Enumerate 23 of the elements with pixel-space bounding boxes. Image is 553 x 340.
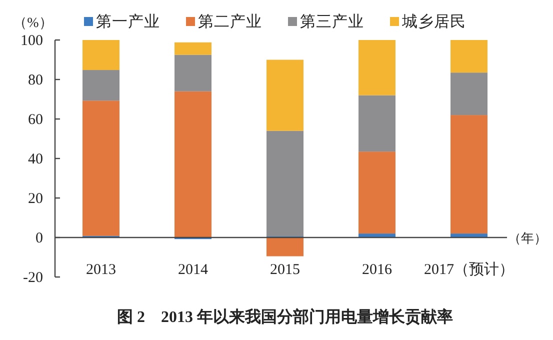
y-tick-label: 0 <box>36 230 43 246</box>
legend-label: 第二产业 <box>198 12 262 30</box>
legend-item: 第三产业 <box>288 14 364 30</box>
x-tick-label: 2015 <box>270 262 300 278</box>
y-tick-label: 100 <box>20 33 43 49</box>
legend-item: 城乡居民 <box>390 14 466 30</box>
legend-item: 第一产业 <box>84 14 160 30</box>
y-tick-label: -20 <box>23 270 43 286</box>
y-tick-label: 20 <box>28 191 43 207</box>
legend-label: 城乡居民 <box>401 12 466 30</box>
x-tick-label: 2014 <box>178 262 208 278</box>
legend-item: 第二产业 <box>186 14 262 30</box>
x-axis-title: （年） <box>508 230 547 246</box>
y-tick-label: 40 <box>28 152 43 168</box>
y-tick-label: 60 <box>28 112 43 128</box>
x-tick-label: 2013 <box>86 262 116 278</box>
x-tick-label: 2016 <box>362 262 392 278</box>
x-tick-label: 2017（预计） <box>424 261 514 278</box>
legend-label: 第三产业 <box>300 12 364 30</box>
y-axis-title: （%） <box>13 16 53 31</box>
text: 图 2 2013 年以来我国分部门用电量增长贡献率 <box>117 307 453 326</box>
legend-label: 第一产业 <box>96 12 160 30</box>
y-tick-label: 80 <box>28 72 43 88</box>
